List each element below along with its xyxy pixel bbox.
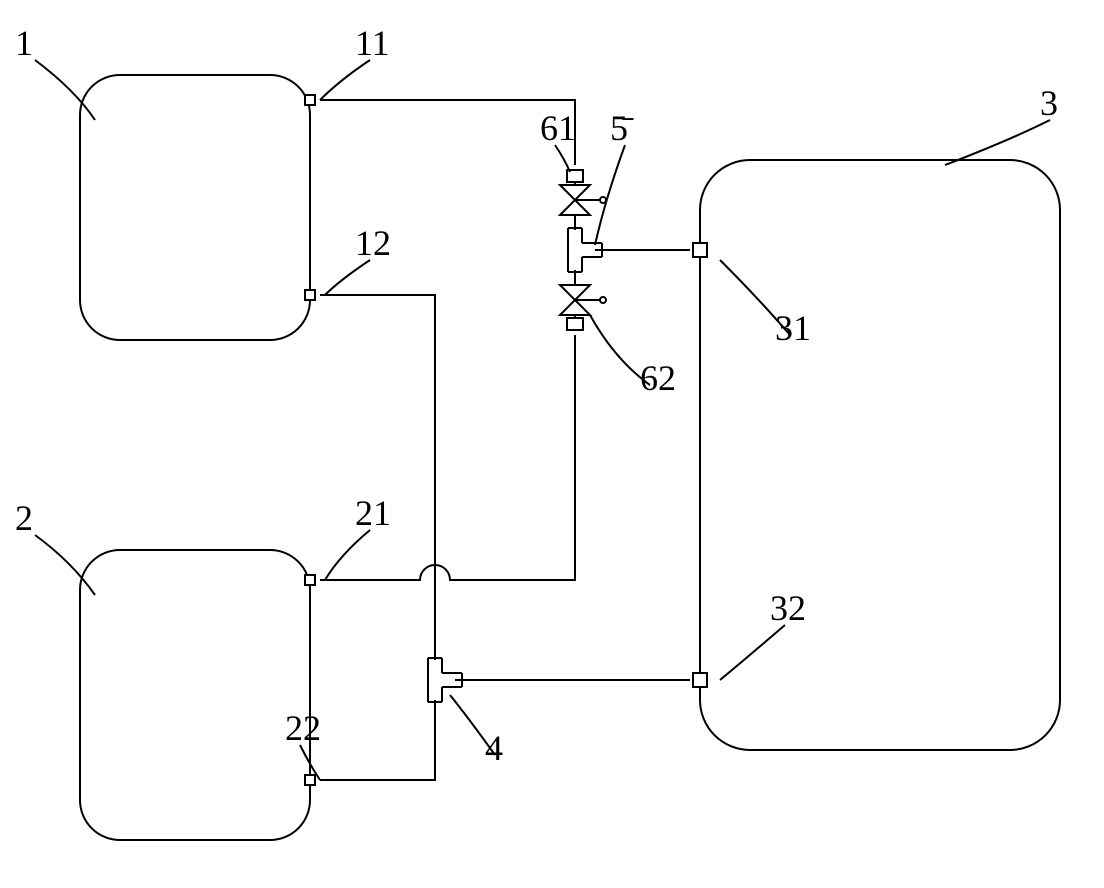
- port-11: [305, 95, 315, 105]
- valve-61: [560, 170, 606, 215]
- valve-62: [560, 285, 606, 330]
- pipe-21-to-62: [320, 335, 575, 580]
- label-5̄: 5̄: [610, 108, 634, 148]
- port-12: [305, 290, 315, 300]
- tank-3: [700, 160, 1060, 750]
- pipe-22-to-4: [320, 700, 435, 780]
- label-3: 3: [1040, 83, 1058, 123]
- label-32: 32: [770, 588, 806, 628]
- port-32: [693, 673, 707, 687]
- label-11: 11: [355, 23, 390, 63]
- label-61: 61: [540, 108, 576, 148]
- port-21: [305, 575, 315, 585]
- port-22: [305, 775, 315, 785]
- label-2: 2: [15, 498, 33, 538]
- pipe-11-to-61: [320, 100, 575, 165]
- tank-2: [80, 550, 310, 840]
- schematic-diagram: 11112221223313245̄6162: [0, 0, 1104, 888]
- tank-1: [80, 75, 310, 340]
- label-12: 12: [355, 223, 391, 263]
- label-22: 22: [285, 708, 321, 748]
- label-62: 62: [640, 358, 676, 398]
- pipe-12-to-4: [320, 295, 435, 660]
- label-4: 4: [485, 728, 503, 768]
- port-31: [693, 243, 707, 257]
- label-1: 1: [15, 23, 33, 63]
- label-21: 21: [355, 493, 391, 533]
- reference-labels: 11112221223313245̄6162: [15, 23, 1058, 768]
- leader-lines: [35, 60, 1050, 780]
- label-31: 31: [775, 308, 811, 348]
